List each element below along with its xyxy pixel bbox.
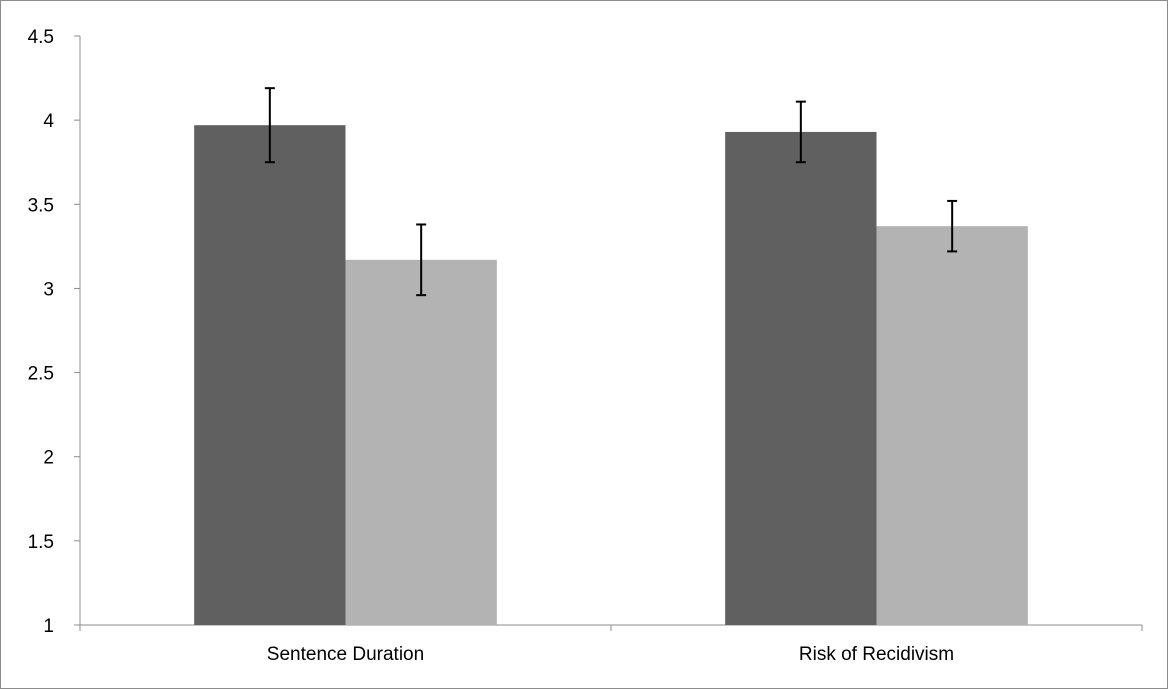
y-tick-label: 4.5 [28, 27, 54, 48]
y-tick-label: 3.5 [28, 195, 54, 216]
x-tick-label: Sentence Duration [267, 644, 424, 665]
x-tick-label: Risk of Recidivism [799, 644, 954, 665]
error-bars [264, 87, 958, 297]
bar [725, 131, 877, 625]
y-axis: 1 1.5 2 2.5 3 3.5 4 4.5 [28, 27, 81, 637]
y-tick-label: 1 [43, 616, 54, 637]
y-tick-label: 1.5 [28, 532, 54, 553]
x-axis: Sentence Duration Risk of Recidivism [79, 624, 1143, 665]
y-tick-label: 4 [43, 111, 54, 132]
bar [345, 259, 497, 625]
bars [194, 125, 1028, 626]
y-tick-label: 2 [43, 448, 54, 469]
y-tick-label: 3 [43, 279, 54, 300]
y-tick-label: 2.5 [28, 364, 54, 385]
bar [194, 125, 346, 625]
bar [876, 226, 1028, 626]
